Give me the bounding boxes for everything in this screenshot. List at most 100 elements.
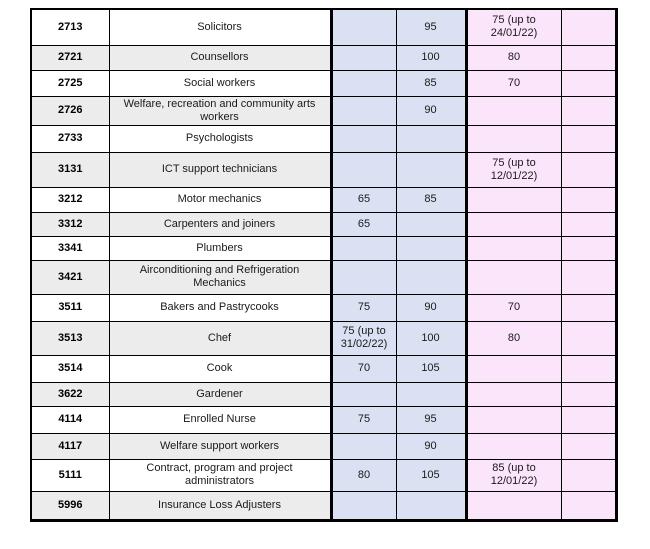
table-row: 2725 Social workers 85 70	[30, 69, 617, 97]
cell-code: 2726	[30, 95, 110, 126]
table-row: 5111 Contract, program and project admini…	[30, 458, 617, 492]
cell-occupation: Cook	[108, 354, 333, 383]
cell-value-blue-2: 85	[395, 186, 468, 213]
cell-code: 3341	[30, 235, 110, 261]
cell-value-pink-1: 70	[465, 293, 562, 322]
cell-value-pink-2	[560, 8, 617, 46]
cell-value-blue-2: 105	[395, 354, 468, 383]
table-row: 2721 Counsellors 100 80	[30, 44, 617, 71]
cell-value-blue-2: 90	[395, 95, 468, 126]
cell-value-pink-1	[465, 354, 562, 383]
cell-value-pink-1: 80	[465, 44, 562, 71]
cell-value-pink-2	[560, 320, 617, 356]
cell-value-blue-1	[330, 381, 397, 407]
cell-value-pink-1	[465, 381, 562, 407]
cell-value-pink-1: 80	[465, 320, 562, 356]
cell-code: 5111	[30, 458, 110, 492]
cell-occupation: Welfare, recreation and community arts w…	[108, 95, 333, 126]
table-row: 3212 Motor mechanics 65 85	[30, 186, 617, 213]
cell-value-pink-1	[465, 405, 562, 434]
cell-code: 3212	[30, 186, 110, 213]
cell-value-blue-1	[330, 490, 397, 521]
table-row: 4114 Enrolled Nurse 75 95	[30, 405, 617, 434]
cell-code: 3622	[30, 381, 110, 407]
cell-value-blue-2: 100	[395, 320, 468, 356]
table-row: 5996 Insurance Loss Adjusters	[30, 490, 617, 521]
cell-value-pink-1: 75 (up to 24/01/22)	[465, 8, 562, 46]
cell-value-blue-2	[395, 381, 468, 407]
cell-value-blue-1	[330, 44, 397, 71]
cell-value-blue-2: 100	[395, 44, 468, 71]
cell-value-blue-2: 95	[395, 405, 468, 434]
cell-code: 4114	[30, 405, 110, 434]
cell-occupation: Airconditioning and Refrigeration Mechan…	[108, 259, 333, 295]
table-row: 3312 Carpenters and joiners 65	[30, 211, 617, 237]
cell-value-pink-1	[465, 186, 562, 213]
cell-occupation: Motor mechanics	[108, 186, 333, 213]
cell-occupation: Contract, program and project administra…	[108, 458, 333, 492]
table-row: 2733 Psychologists	[30, 124, 617, 153]
table-row: 3514 Cook 70 105	[30, 354, 617, 383]
cell-occupation: Solicitors	[108, 8, 333, 46]
cell-value-blue-1: 65	[330, 211, 397, 237]
cell-value-pink-1	[465, 490, 562, 521]
cell-value-blue-1: 80	[330, 458, 397, 492]
cell-value-pink-2	[560, 211, 617, 237]
cell-value-pink-2	[560, 69, 617, 97]
cell-occupation: Enrolled Nurse	[108, 405, 333, 434]
cell-value-pink-2	[560, 354, 617, 383]
cell-value-blue-1	[330, 151, 397, 188]
cell-code: 3513	[30, 320, 110, 356]
cell-value-pink-1	[465, 95, 562, 126]
cell-value-blue-2	[395, 259, 468, 295]
cell-value-pink-1	[465, 432, 562, 460]
cell-value-blue-1	[330, 69, 397, 97]
cell-value-blue-2	[395, 124, 468, 153]
occupations-table: 2713 Solicitors 95 75 (up to 24/01/22) 2721 C…	[30, 8, 618, 522]
cell-value-pink-1	[465, 235, 562, 261]
cell-occupation: Welfare support workers	[108, 432, 333, 460]
cell-value-pink-2	[560, 186, 617, 213]
cell-value-pink-1: 75 (up to 12/01/22)	[465, 151, 562, 188]
cell-code: 3131	[30, 151, 110, 188]
cell-value-blue-2	[395, 235, 468, 261]
cell-value-blue-2: 105	[395, 458, 468, 492]
cell-value-pink-2	[560, 490, 617, 521]
cell-value-blue-1: 70	[330, 354, 397, 383]
cell-value-blue-2	[395, 211, 468, 237]
cell-value-pink-2	[560, 293, 617, 322]
cell-code: 4117	[30, 432, 110, 460]
cell-code: 5996	[30, 490, 110, 521]
cell-occupation: Bakers and Pastrycooks	[108, 293, 333, 322]
cell-value-blue-2: 95	[395, 8, 468, 46]
cell-code: 2721	[30, 44, 110, 71]
cell-value-blue-1	[330, 95, 397, 126]
cell-value-pink-2	[560, 432, 617, 460]
cell-value-blue-1	[330, 259, 397, 295]
cell-value-blue-2: 90	[395, 432, 468, 460]
cell-value-blue-1: 75 (up to 31/02/22)	[330, 320, 397, 356]
cell-value-blue-2	[395, 490, 468, 521]
cell-value-pink-2	[560, 235, 617, 261]
table-row: 4117 Welfare support workers 90	[30, 432, 617, 460]
cell-value-blue-1	[330, 432, 397, 460]
cell-occupation: Gardener	[108, 381, 333, 407]
cell-occupation: Counsellors	[108, 44, 333, 71]
table-row: 3513 Chef 75 (up to 31/02/22) 100 80	[30, 320, 617, 356]
cell-value-blue-1	[330, 124, 397, 153]
cell-occupation: Chef	[108, 320, 333, 356]
cell-value-blue-1	[330, 235, 397, 261]
cell-value-pink-1: 70	[465, 69, 562, 97]
cell-value-blue-1: 75	[330, 293, 397, 322]
cell-value-blue-1: 65	[330, 186, 397, 213]
cell-occupation: Insurance Loss Adjusters	[108, 490, 333, 521]
table-row: 3421 Airconditioning and Refrigeration Me…	[30, 259, 617, 295]
cell-value-blue-1: 75	[330, 405, 397, 434]
table-row: 2726 Welfare, recreation and community ar…	[30, 95, 617, 126]
cell-occupation: Psychologists	[108, 124, 333, 153]
cell-occupation: Social workers	[108, 69, 333, 97]
cell-value-pink-1	[465, 259, 562, 295]
table-row: 2713 Solicitors 95 75 (up to 24/01/22)	[30, 8, 617, 46]
cell-code: 2713	[30, 8, 110, 46]
cell-code: 2733	[30, 124, 110, 153]
